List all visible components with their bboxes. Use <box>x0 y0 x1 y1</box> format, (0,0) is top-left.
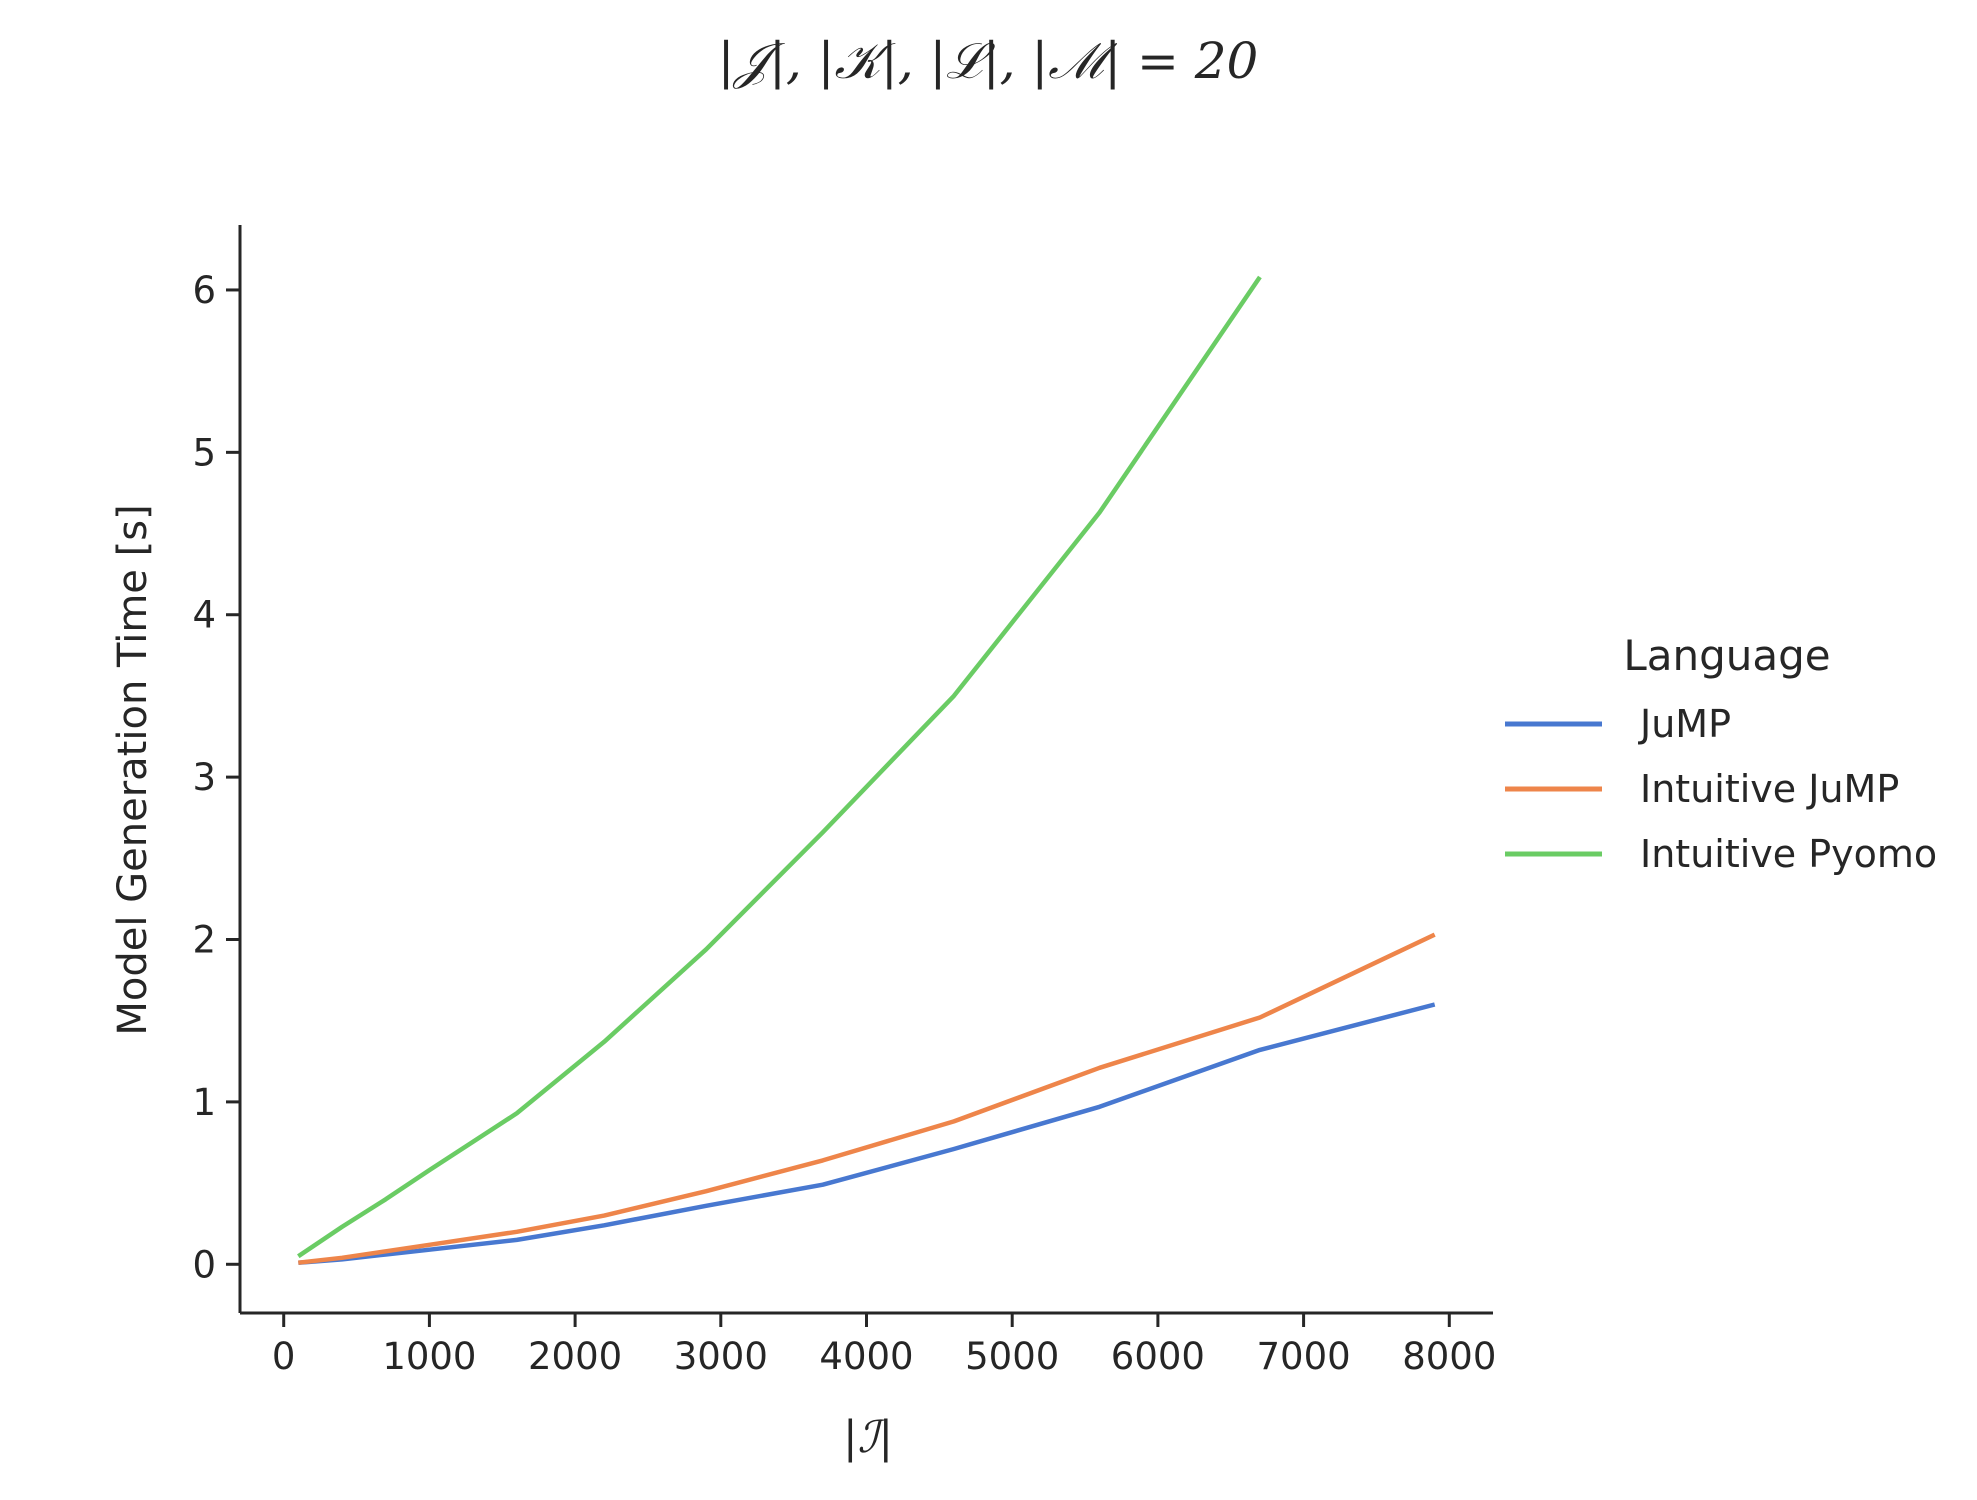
series-line-intuitive-pyomo <box>297 275 1262 1259</box>
legend: Language JuMP Intuitive JuMP Intuitive Pyo… <box>1505 631 1937 876</box>
series-lines <box>297 275 1436 1265</box>
y-tick-label: 4 <box>192 594 216 637</box>
x-tick-label: 5000 <box>965 1335 1059 1378</box>
series-line-jump <box>298 1002 1436 1265</box>
y-tick-label: 0 <box>192 1243 216 1286</box>
y-tick-label: 5 <box>192 431 216 474</box>
x-tick-label: 4000 <box>819 1335 913 1378</box>
y-axis-label: Model Generation Time [s] <box>110 504 156 1035</box>
legend-label: JuMP <box>1638 702 1731 746</box>
x-axis-label: |ℐ| <box>843 1412 893 1463</box>
y-tick-label: 3 <box>192 756 216 799</box>
chart-title: |𝒥|, |𝒦|, |ℒ|, |ℳ| = 20 <box>718 32 1259 90</box>
y-tick-label: 6 <box>192 269 216 312</box>
x-tick-label: 7000 <box>1257 1335 1351 1378</box>
legend-label: Intuitive JuMP <box>1640 767 1899 811</box>
y-tick-label: 1 <box>192 1081 216 1124</box>
series-line-intuitive-jump <box>298 932 1436 1265</box>
x-tick-label: 3000 <box>674 1335 768 1378</box>
legend-title: Language <box>1623 631 1830 680</box>
axes: 0 1000 2000 3000 4000 5000 6000 7000 8000 0 1 2 3 4 5… <box>192 225 1496 1378</box>
x-tick-label: 1000 <box>382 1335 476 1378</box>
x-tick-label: 6000 <box>1111 1335 1205 1378</box>
x-tick-label: 0 <box>272 1335 296 1378</box>
legend-items: JuMP Intuitive JuMP Intuitive Pyomo <box>1505 702 1937 876</box>
x-tick-label: 2000 <box>528 1335 622 1378</box>
legend-label: Intuitive Pyomo <box>1640 832 1937 876</box>
y-tick-label: 2 <box>192 919 216 962</box>
x-ticks: 0 1000 2000 3000 4000 5000 6000 7000 8000 <box>272 1313 1496 1378</box>
y-ticks: 0 1 2 3 4 5 6 <box>192 269 240 1286</box>
x-tick-label: 8000 <box>1402 1335 1496 1378</box>
